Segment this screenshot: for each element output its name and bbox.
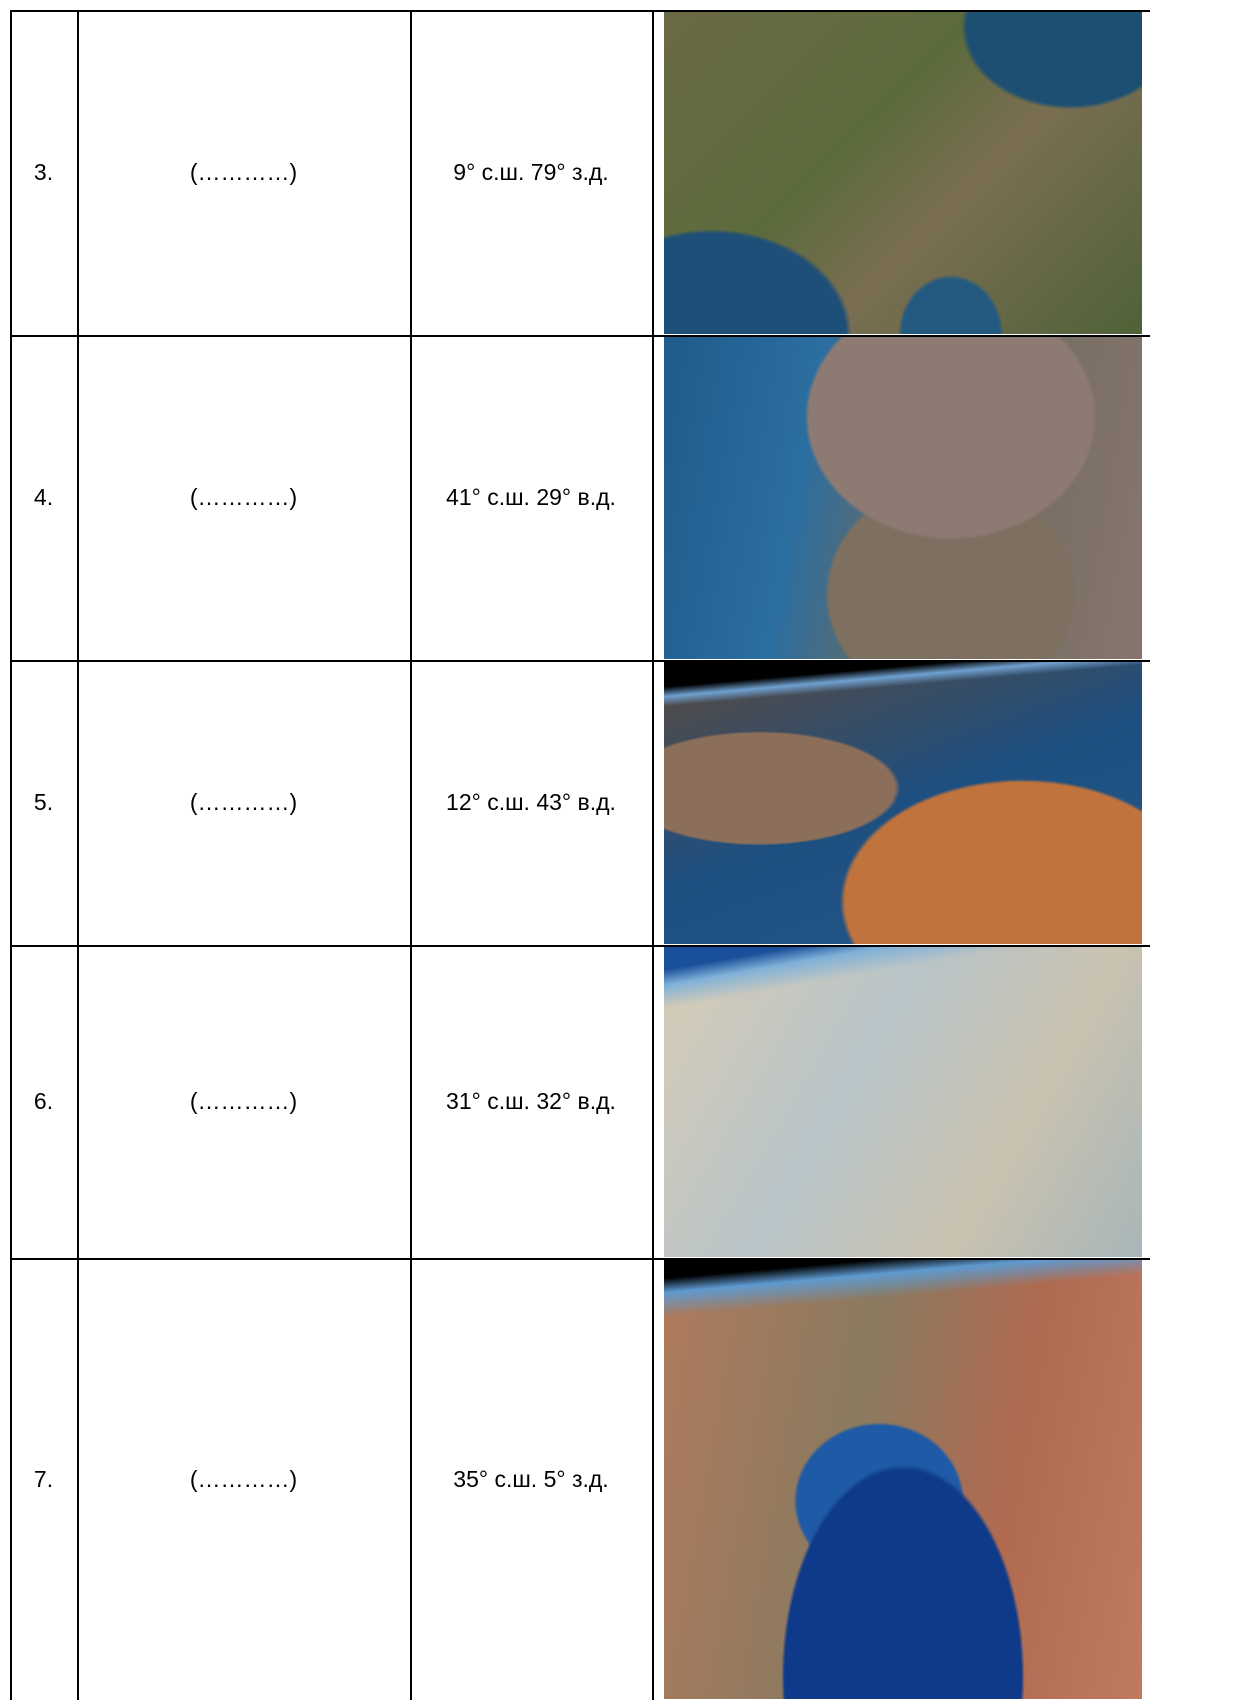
table-cell: (…………)	[189, 484, 298, 510]
row-border	[10, 660, 1150, 662]
row-border	[10, 10, 1150, 12]
table-cell: (…………)	[189, 1465, 298, 1492]
column-border	[410, 10, 412, 1700]
table-cell: 35° с.ш. 5° з.д.	[453, 1465, 609, 1492]
column-border	[10, 10, 12, 1700]
satellite-image	[664, 661, 1142, 944]
satellite-image	[664, 1259, 1142, 1699]
table-cell: 12° с.ш. 43° в.д.	[446, 789, 616, 815]
row-border	[10, 945, 1150, 947]
column-border	[77, 10, 79, 1700]
table-cell: (…………)	[189, 1088, 298, 1114]
row-border	[10, 1258, 1150, 1260]
satellite-image	[664, 336, 1142, 659]
table-cell: 3.	[33, 159, 54, 185]
table-cell: 41° с.ш. 29° в.д.	[446, 484, 616, 510]
table-cell: 31° с.ш. 32° в.д.	[446, 1088, 616, 1114]
table-cell: 7.	[33, 1465, 54, 1492]
table-cell: 5.	[33, 789, 54, 815]
column-border	[652, 10, 654, 1700]
table-cell: 9° с.ш. 79° з.д.	[453, 159, 609, 185]
satellite-image	[664, 11, 1142, 334]
table-cell: 4.	[33, 484, 54, 510]
table-cell: (…………)	[189, 789, 298, 815]
table-cell: 6.	[33, 1088, 54, 1114]
table-cell: (…………)	[189, 159, 298, 185]
row-border	[10, 335, 1150, 337]
satellite-image	[664, 946, 1142, 1257]
